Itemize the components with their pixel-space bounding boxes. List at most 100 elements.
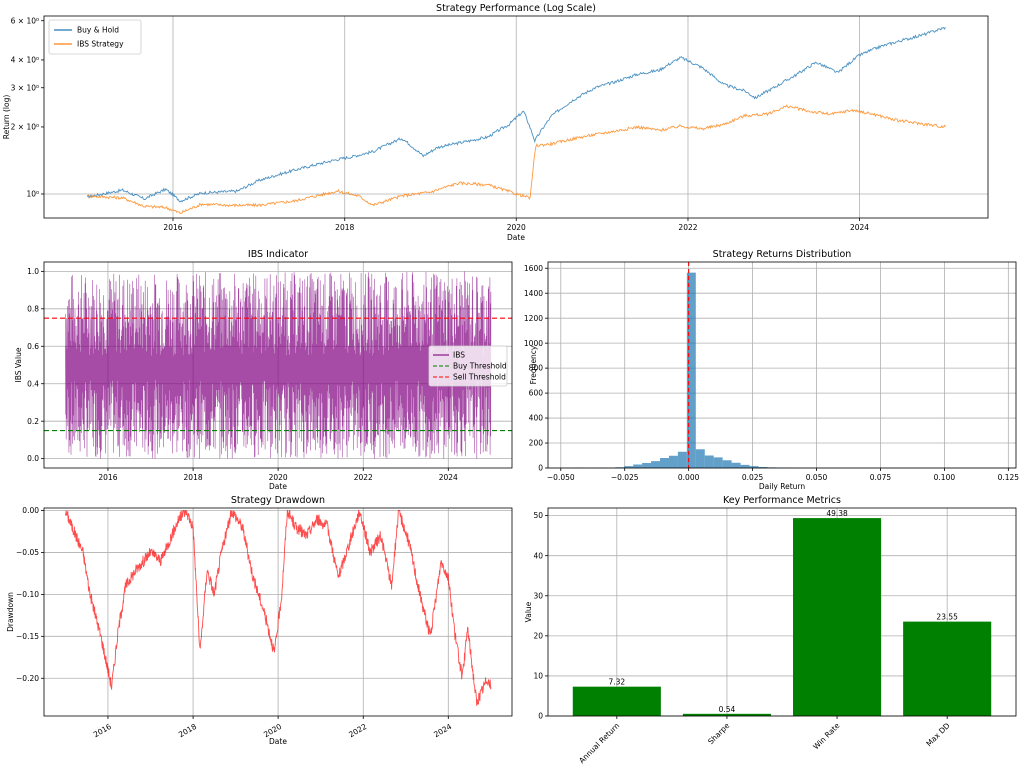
legend-box (48, 19, 142, 55)
metrics-y-tick-label: 30 (533, 591, 543, 600)
distribution-y-tick-label: 600 (529, 389, 544, 398)
performance-x-axis-label: Date (507, 233, 525, 242)
metrics-y-tick-label: 40 (533, 551, 543, 560)
distribution-chart: 0 200 400 600 800 1000 1200 1400 1600 −0.050 −0.02… (524, 249, 1019, 491)
histogram-bar (758, 467, 768, 468)
metrics-x-tick-label: Annual Return (577, 721, 621, 765)
ibs-x-axis-label: Date (269, 482, 287, 491)
drawdown-x-tick-label: 2024 (432, 722, 453, 739)
drawdown-x-axis-label: Date (269, 737, 287, 746)
drawdown-y-tick-label: −0.05 (16, 548, 39, 557)
distribution-y-tick-label: 200 (529, 439, 544, 448)
ibs-y-tick-label: 0.2 (27, 417, 39, 426)
metric-value-label: 23.55 (936, 613, 958, 622)
performance-y-tick-label: 4 × 10⁰ (11, 56, 39, 65)
legend-label: IBS Strategy (77, 40, 124, 49)
distribution-y-tick-label: 1600 (524, 264, 543, 273)
legend-label: Buy & Hold (77, 26, 119, 35)
distribution-y-tick-label: 1000 (524, 339, 543, 348)
histogram-bar (677, 451, 687, 468)
distribution-x-tick-label: −0.025 (611, 473, 639, 482)
performance-x-tick-label: 2018 (335, 223, 354, 232)
legend-label: IBS (453, 351, 465, 360)
histogram-bar (722, 460, 732, 468)
ibs-y-tick-label: 0.8 (27, 304, 39, 313)
legend-box (428, 345, 508, 387)
histogram-bar (740, 464, 750, 468)
histogram-bar (651, 461, 661, 468)
metrics-y-tick-label: 0 (538, 712, 543, 721)
drawdown-x-tick-label: 2016 (92, 722, 113, 739)
performance-y-axis-label: Return (log) (2, 95, 11, 140)
series-line-buy-hold (87, 26, 946, 203)
distribution-y-tick-label: 1200 (524, 314, 543, 323)
metrics-title: Key Performance Metrics (723, 495, 841, 506)
drawdown-frame (43, 507, 513, 717)
metrics-x-tick-label: Sharpe (706, 721, 731, 746)
metric-value-label: 49.38 (826, 509, 848, 518)
distribution-x-tick-label: 0.100 (934, 473, 956, 482)
distribution-y-tick-label: 800 (529, 364, 544, 373)
ibs-chart: 0.0 0.2 0.4 0.6 0.8 1.0 2016 2018 2020 2022 2024 IB… (14, 249, 513, 491)
metrics-x-tick-label: Win Rate (811, 721, 841, 751)
drawdown-x-tick-label: 2022 (347, 722, 368, 739)
distribution-y-tick-label: 400 (529, 414, 544, 423)
ibs-title: IBS Indicator (248, 249, 308, 260)
histogram-bar (624, 466, 634, 468)
performance-title: Strategy Performance (Log Scale) (436, 3, 596, 14)
ibs-y-tick-label: 0.0 (27, 454, 39, 463)
metric-bar (903, 621, 992, 716)
distribution-x-tick-label: 0.125 (998, 473, 1020, 482)
performance-chart: 10⁰ 2 × 10⁰ 3 × 10⁰ 4 × 10⁰ 6 × 10⁰ 2016 2018 2… (2, 3, 989, 242)
series-line-ibs (65, 271, 492, 459)
histogram-bar (704, 455, 714, 468)
distribution-x-tick-label: 0.000 (678, 473, 700, 482)
metric-value-label: 7.32 (608, 678, 625, 687)
distribution-x-tick-label: −0.050 (547, 473, 575, 482)
histogram-bar (633, 464, 643, 468)
histogram-bar (668, 455, 678, 468)
ibs-y-tick-label: 0.4 (27, 379, 39, 388)
distribution-y-tick-label: 0 (538, 464, 543, 473)
drawdown-x-tick-label: 2018 (177, 722, 198, 739)
performance-y-tick-label: 10⁰ (26, 190, 39, 199)
series-line-drawdown (64, 510, 492, 706)
metrics-x-tick-label: Max DD (924, 721, 951, 748)
metric-bar (793, 518, 882, 716)
drawdown-y-tick-label: −0.15 (16, 632, 39, 641)
distribution-frame (547, 261, 1017, 469)
drawdown-y-tick-label: −0.20 (16, 674, 39, 683)
metrics-y-tick-label: 20 (533, 631, 543, 640)
performance-frame (43, 15, 989, 219)
metrics-frame (547, 507, 1017, 717)
histogram-bar (713, 457, 723, 468)
distribution-x-tick-label: 0.075 (870, 473, 892, 482)
performance-legend: Buy & Hold IBS Strategy (48, 19, 142, 55)
histogram-bar (695, 449, 705, 468)
ibs-legend: IBS Buy Threshold Sell Threshold (428, 345, 508, 387)
distribution-title: Strategy Returns Distribution (713, 249, 852, 260)
performance-x-tick-label: 2024 (850, 223, 869, 232)
distribution-x-tick-label: 0.050 (806, 473, 828, 482)
metric-bar (572, 686, 661, 716)
distribution-x-axis-label: Daily Return (759, 482, 805, 491)
drawdown-title: Strategy Drawdown (231, 495, 325, 506)
histogram-bar (749, 466, 759, 468)
histogram-bar (642, 463, 652, 468)
legend-label: Buy Threshold (453, 362, 507, 371)
metrics-y-axis-label: Value (524, 601, 533, 622)
distribution-x-tick-label: 0.025 (742, 473, 764, 482)
histogram-bar (660, 458, 669, 468)
ibs-x-tick-label: 2018 (184, 473, 203, 482)
ibs-x-tick-label: 2022 (354, 473, 373, 482)
metric-value-label: 0.54 (719, 705, 736, 714)
performance-y-tick-label: 6 × 10⁰ (11, 16, 39, 25)
metrics-y-tick-label: 50 (533, 511, 543, 520)
ibs-x-tick-label: 2024 (439, 473, 458, 482)
ibs-frame (43, 261, 513, 469)
performance-x-tick-label: 2022 (678, 223, 697, 232)
histogram-bar (686, 272, 696, 468)
ibs-x-tick-label: 2020 (269, 473, 288, 482)
